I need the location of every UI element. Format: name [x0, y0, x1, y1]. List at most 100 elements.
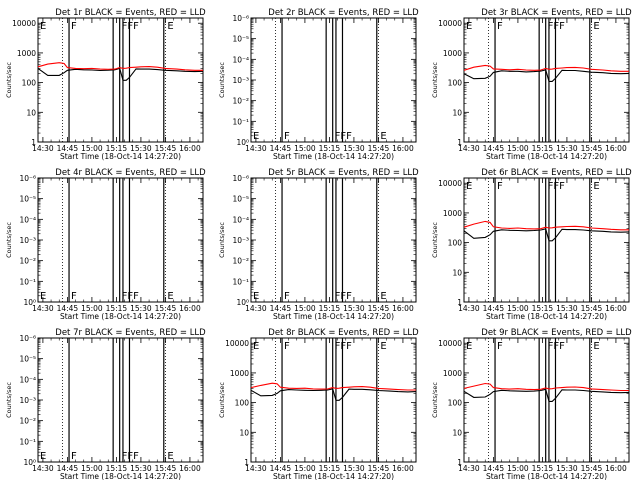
x-tick-label: 15:30	[556, 144, 578, 153]
x-tick-label: 15:15	[106, 304, 128, 313]
x-tick-label: 15:30	[343, 304, 365, 313]
x-tick-label: 16:00	[392, 464, 414, 473]
x-tick-label: 15:00	[81, 304, 103, 313]
y-axis-label: Counts/sec	[218, 62, 226, 98]
y-tick-label: 100	[448, 239, 463, 248]
x-tick-label: 14:30	[32, 464, 54, 473]
x-tick-label: 15:30	[130, 144, 152, 153]
flag-label: F	[284, 291, 290, 302]
panel-title: Det 3r BLACK = Events, RED = LLD	[481, 8, 632, 18]
y-tick-label: 100	[448, 79, 463, 88]
x-tick-label: 15:00	[81, 144, 103, 153]
events-series-line	[463, 388, 630, 402]
events-series-line	[250, 388, 417, 401]
x-tick-label: 15:15	[319, 464, 341, 473]
y-tick-label: 1000	[230, 369, 249, 378]
x-tick-label: 15:15	[532, 304, 554, 313]
panel-det-4r: Det 4r BLACK = Events, RED = LLD 10⁻⁶ 10⁻⁵…	[5, 168, 206, 321]
x-tick-label: 14:30	[245, 464, 267, 473]
x-tick-label: 14:30	[245, 144, 267, 153]
flag-label: E	[253, 131, 259, 142]
lld-series-line	[463, 382, 629, 392]
panel-det-7r: Det 7r BLACK = Events, RED = LLD 10⁻⁶ 10⁻⁵…	[5, 328, 206, 480]
events-series-line	[37, 67, 204, 81]
x-tick-label: 15:15	[106, 144, 128, 153]
x-tick-label: 16:00	[605, 464, 627, 473]
y-axis-label: Counts/sec	[218, 222, 226, 258]
y-tick-label: 1	[457, 138, 462, 147]
panel-det-2r: Det 2r BLACK = Events, RED = LLD 10⁻⁶ 10⁻⁵…	[218, 8, 419, 161]
panel-title: Det 4r BLACK = Events, RED = LLD	[55, 168, 206, 178]
x-tick-label: 15:15	[532, 144, 554, 153]
y-tick-label: 10⁻³	[232, 236, 249, 245]
x-axis-label: Start Time (18-Oct-14 14:27:20)	[273, 152, 394, 161]
y-tick-label: 10⁻⁴	[232, 55, 249, 64]
x-tick-label: 15:45	[155, 464, 177, 473]
y-tick-label: 10	[452, 428, 462, 437]
lld-series-line	[463, 64, 629, 72]
x-tick-label: 15:45	[368, 144, 390, 153]
x-tick-label: 14:45	[483, 304, 505, 313]
x-tick-label: 15:30	[343, 144, 365, 153]
flag-label: FFF	[122, 21, 140, 32]
x-axis-label: Start Time (18-Oct-14 14:27:20)	[486, 312, 607, 321]
x-tick-label: 14:30	[458, 464, 480, 473]
x-tick-label: 15:30	[556, 304, 578, 313]
x-tick-label: 14:30	[458, 144, 480, 153]
y-tick-label: 10⁰	[236, 298, 249, 307]
x-tick-label: 15:15	[106, 464, 128, 473]
flag-label: E	[466, 181, 472, 192]
panel-title: Det 9r BLACK = Events, RED = LLD	[481, 328, 632, 338]
y-axis-label: Counts/sec	[5, 382, 13, 418]
y-tick-label: 10⁰	[23, 298, 36, 307]
plot-frame	[463, 17, 630, 143]
y-axis-label: Counts/sec	[5, 222, 13, 258]
x-tick-label: 16:00	[392, 304, 414, 313]
flag-label: E	[40, 451, 46, 462]
panel-det-5r: Det 5r BLACK = Events, RED = LLD 10⁻⁶ 10⁻⁵…	[218, 168, 419, 321]
events-series-line	[463, 228, 630, 242]
y-axis-label: Counts/sec	[431, 62, 439, 98]
x-tick-label: 16:00	[392, 144, 414, 153]
flag-label: E	[253, 341, 259, 352]
y-axis-label: Counts/sec	[5, 62, 13, 98]
plot-frame	[463, 177, 630, 303]
y-tick-label: 10	[452, 268, 462, 277]
x-tick-label: 15:45	[581, 464, 603, 473]
panel-det-8r: Det 8r BLACK = Events, RED = LLD 1 10 100 10…	[218, 328, 419, 480]
panel-title: Det 6r BLACK = Events, RED = LLD	[481, 168, 632, 178]
flag-label: FFF	[335, 341, 353, 352]
y-tick-label: 100	[22, 79, 37, 88]
x-tick-label: 14:45	[270, 144, 292, 153]
x-tick-label: 16:00	[605, 144, 627, 153]
x-tick-label: 15:15	[319, 304, 341, 313]
y-tick-label: 10⁻³	[19, 396, 36, 405]
y-tick-label: 100	[448, 399, 463, 408]
lld-series-line	[463, 220, 629, 231]
flag-label: E	[466, 341, 472, 352]
x-tick-label: 15:30	[343, 464, 365, 473]
x-tick-label: 16:00	[605, 304, 627, 313]
y-tick-label: 10⁻⁵	[19, 195, 36, 204]
y-tick-label: 10⁻¹	[232, 277, 249, 286]
x-tick-label: 15:45	[155, 304, 177, 313]
y-tick-label: 10⁻¹	[232, 117, 249, 126]
y-tick-label: 10⁻⁴	[19, 375, 36, 384]
panel-title: Det 1r BLACK = Events, RED = LLD	[55, 8, 206, 18]
flag-label: FFF	[335, 131, 353, 142]
y-tick-label: 10⁻²	[232, 257, 249, 266]
x-tick-label: 15:45	[581, 304, 603, 313]
y-tick-label: 10⁻³	[19, 236, 36, 245]
y-tick-label: 1000	[443, 209, 462, 218]
x-tick-label: 15:30	[130, 304, 152, 313]
flag-label: E	[167, 21, 173, 32]
y-tick-label: 10⁻³	[232, 76, 249, 85]
y-tick-label: 10	[452, 108, 462, 117]
x-tick-label: 15:45	[581, 144, 603, 153]
y-tick-label: 10000	[438, 179, 462, 188]
y-tick-label: 10	[239, 428, 249, 437]
x-tick-label: 14:45	[270, 464, 292, 473]
y-tick-label: 1000	[443, 369, 462, 378]
y-tick-label: 10⁰	[23, 458, 36, 467]
x-axis-label: Start Time (18-Oct-14 14:27:20)	[273, 472, 394, 480]
